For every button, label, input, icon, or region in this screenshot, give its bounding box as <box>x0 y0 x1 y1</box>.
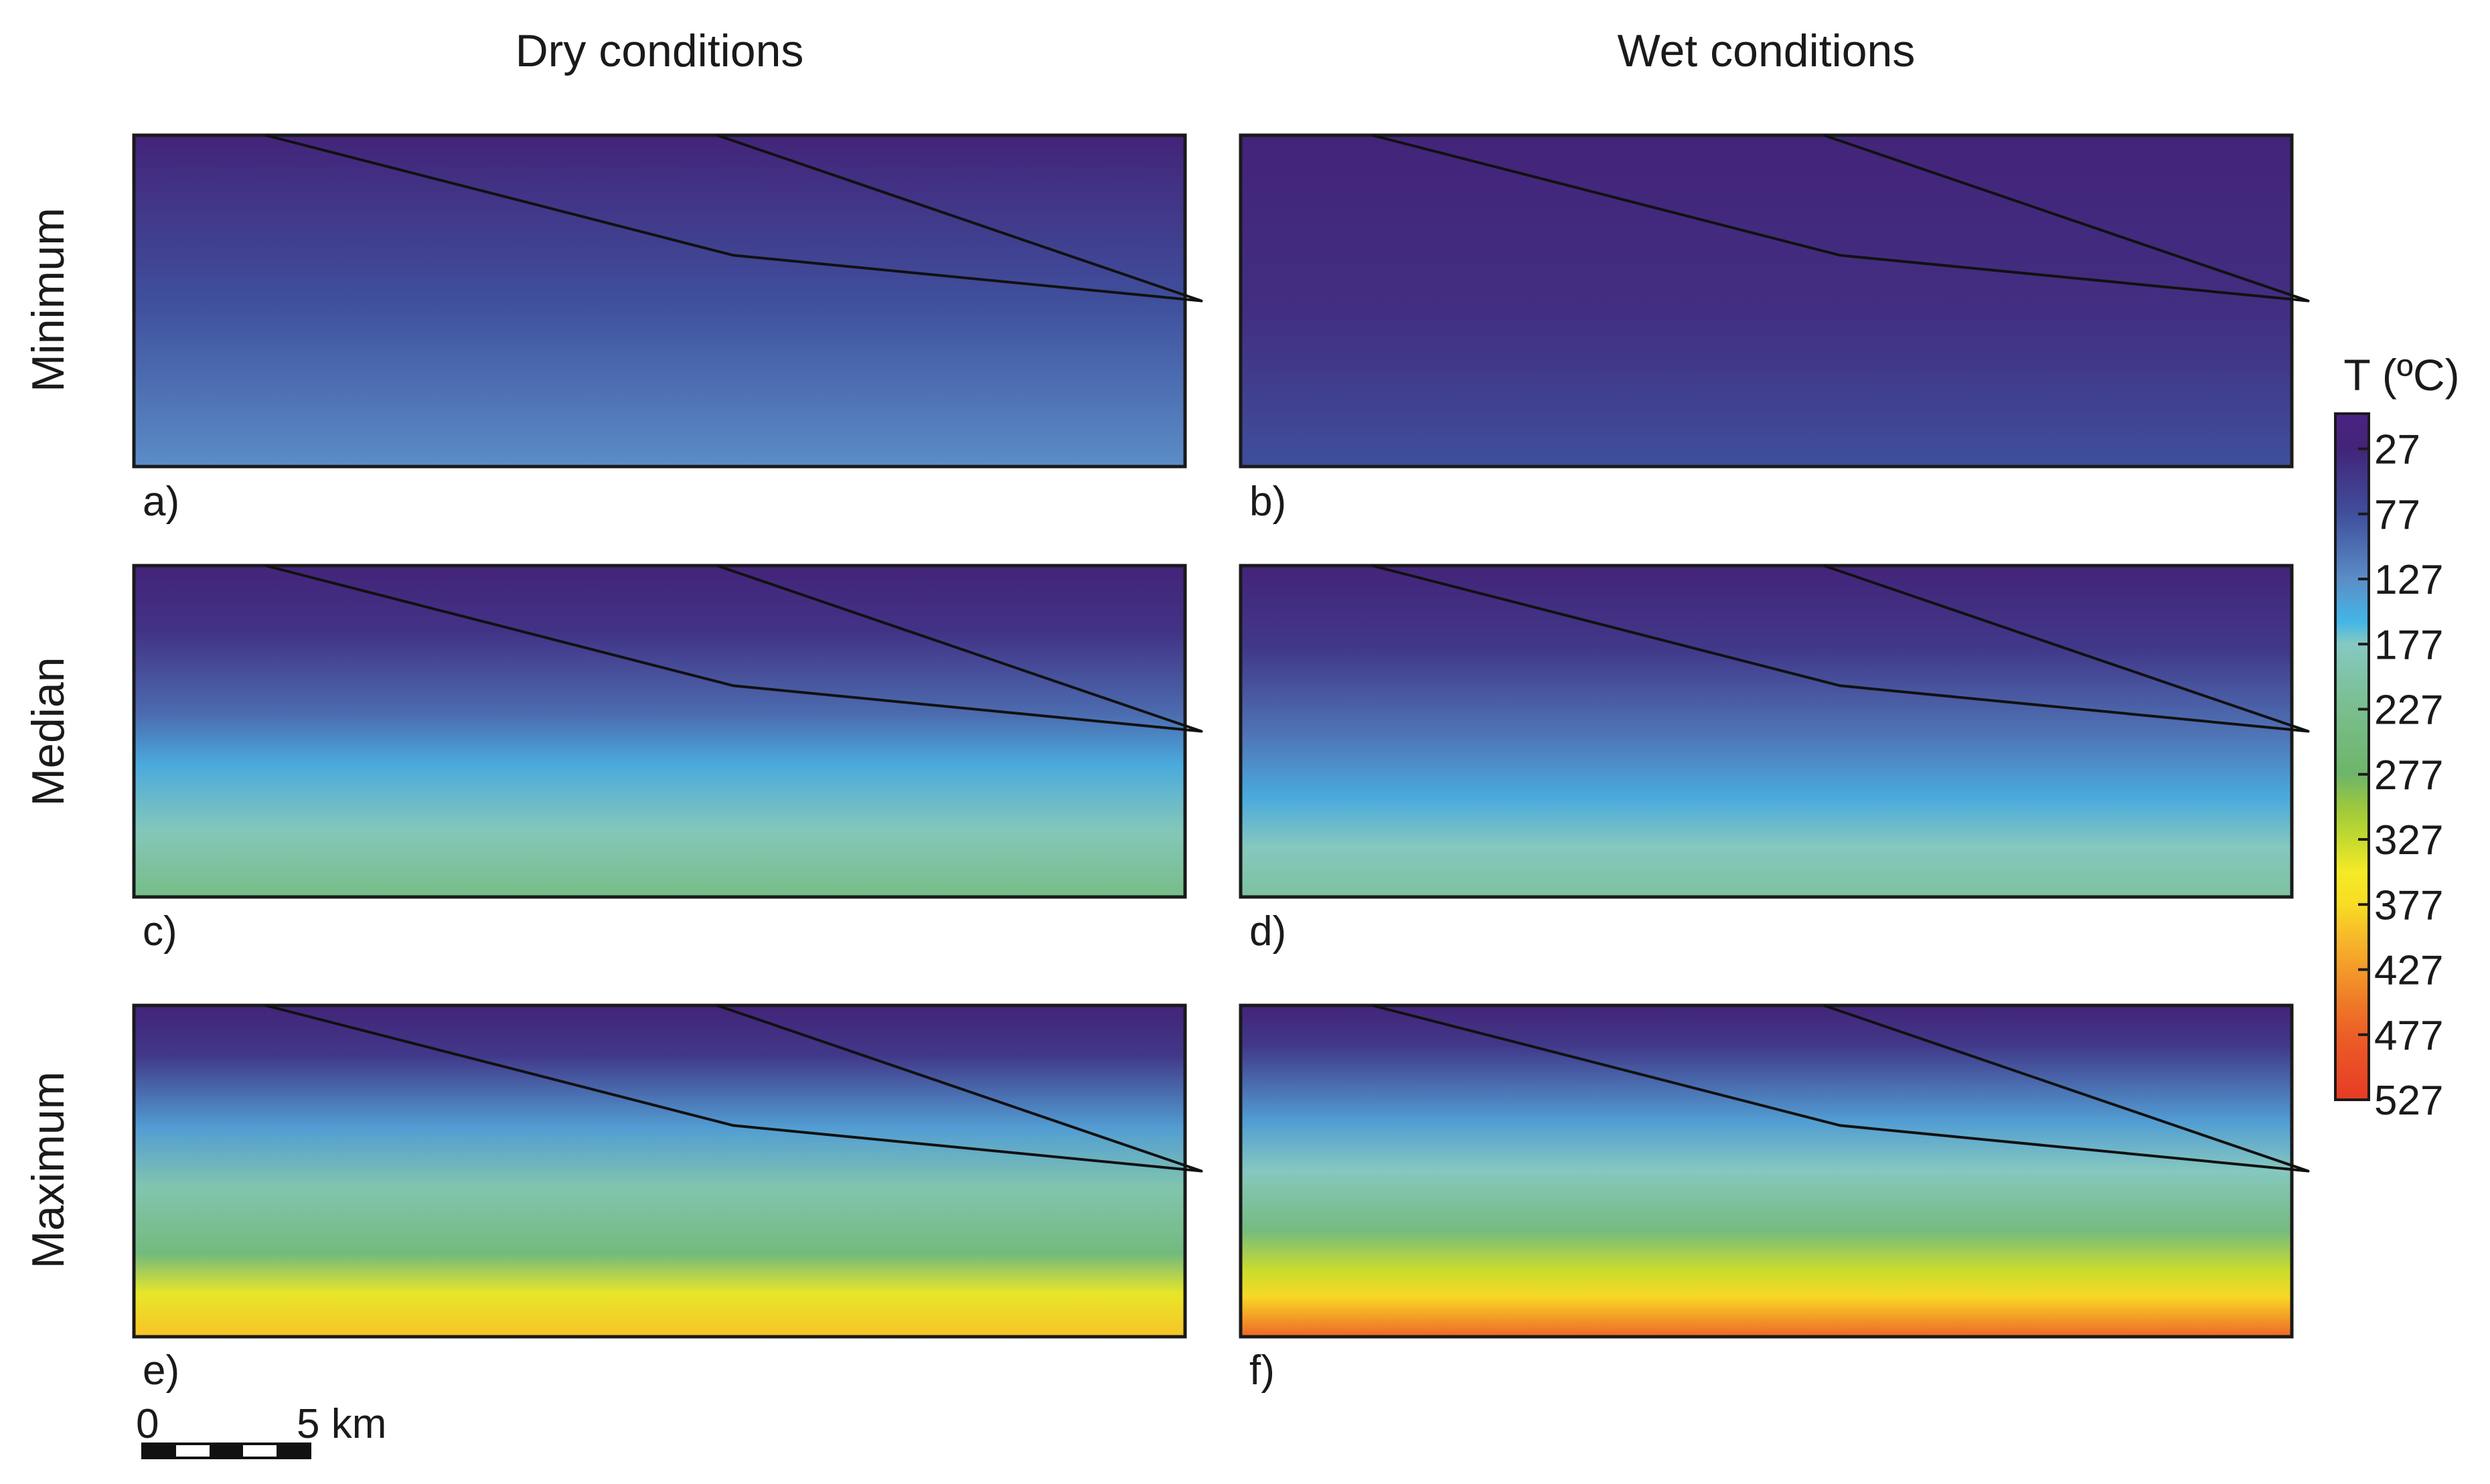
panel-d: d) <box>1239 564 2310 955</box>
panel-e: e) <box>132 1003 1203 1394</box>
panel-label: c) <box>143 908 177 955</box>
panel-a: a) <box>132 133 1203 525</box>
panel-c: c) <box>132 564 1203 955</box>
fault-outline <box>264 564 1203 733</box>
panel-label: e) <box>143 1347 179 1394</box>
colorbar-ticks: 27 77 127 177 227 277 327 377 427 477 527 <box>2358 427 2443 1124</box>
row-title-minimum: Minimum <box>23 208 74 392</box>
scale-bar: 0 5 km <box>136 1401 386 1459</box>
panel-f: f) <box>1239 1003 2310 1394</box>
temperature-field <box>1239 1003 2294 1339</box>
colorbar-tick-label: 177 <box>2374 622 2443 668</box>
temperature-field <box>132 133 1187 469</box>
column-title-dry: Dry conditions <box>516 25 804 76</box>
temperature-field <box>1239 564 2294 899</box>
colorbar-tick-label: 227 <box>2374 687 2443 734</box>
colorbar-tick-label: 377 <box>2374 882 2443 928</box>
fault-outline <box>1371 1004 2310 1173</box>
scale-bar-start-label: 0 <box>136 1401 159 1447</box>
panel-label: a) <box>143 479 179 525</box>
temperature-field <box>132 564 1187 899</box>
colorbar-tick-label: 277 <box>2374 752 2443 799</box>
scale-bar-segment <box>277 1444 310 1458</box>
temperature-field <box>132 1003 1187 1339</box>
scale-bar-end-label: 5 km <box>297 1401 386 1447</box>
colorbar-tick-label: 477 <box>2374 1013 2443 1059</box>
fault-outline <box>264 134 1203 303</box>
fault-outline <box>1371 134 2310 303</box>
colorbar-gradient <box>2334 412 2370 1101</box>
panel-label: f) <box>1249 1347 1275 1394</box>
fault-outline <box>264 1004 1203 1173</box>
temperature-field <box>1239 133 2294 469</box>
colorbar-tick-label: 77 <box>2374 492 2420 538</box>
colorbar-tick-label: 27 <box>2374 427 2420 473</box>
row-title-maximum: Maximum <box>23 1072 74 1269</box>
fault-outline <box>1371 564 2310 733</box>
colorbar-tick-label: 527 <box>2374 1078 2443 1124</box>
panel-label: b) <box>1249 479 1286 525</box>
colorbar-tick-label: 127 <box>2374 557 2443 603</box>
scale-bar-segment <box>143 1444 176 1458</box>
colorbar: T (ºC) 27 77 127 177 227 277 327 377 427 477 527 <box>2334 350 2460 1124</box>
panel-label: d) <box>1249 908 1286 955</box>
colorbar-tick-label: 327 <box>2374 817 2443 863</box>
colorbar-tick-label: 427 <box>2374 948 2443 994</box>
column-title-wet: Wet conditions <box>1618 25 1916 76</box>
panel-b: b) <box>1239 133 2310 525</box>
scale-bar-segment <box>210 1444 243 1458</box>
row-title-median: Median <box>23 657 74 806</box>
colorbar-title: T (ºC) <box>2343 350 2459 400</box>
